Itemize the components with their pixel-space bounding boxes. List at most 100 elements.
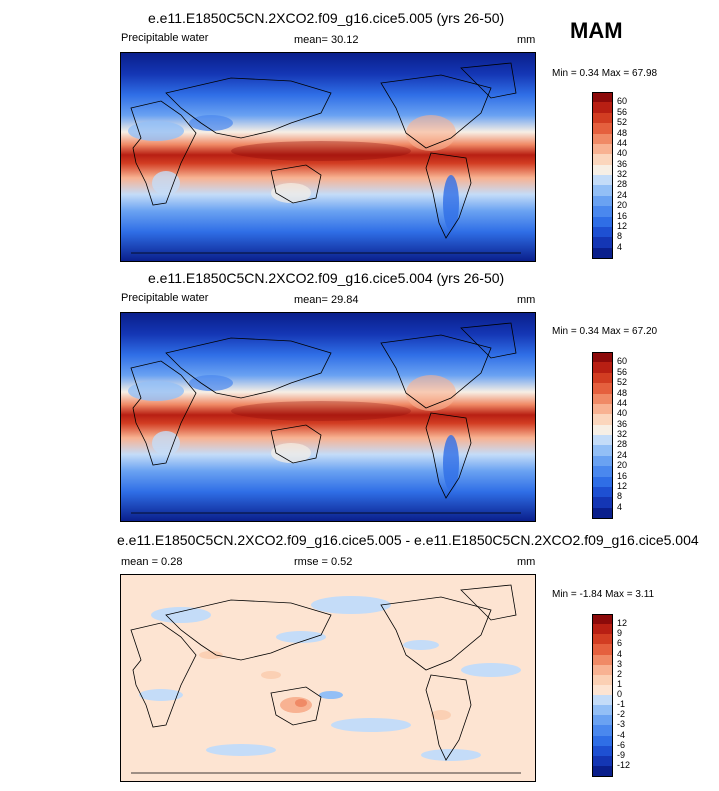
colorbar-tick-label: 12 [617, 220, 628, 231]
colorbar-cell [592, 216, 613, 227]
colorbar-cell [592, 455, 613, 467]
colorbar-cell [592, 393, 613, 404]
colorbar-cell [592, 226, 613, 238]
colorbar-tick-label: -2 [617, 709, 626, 720]
colorbar-cell [592, 102, 613, 113]
colorbar-cell [592, 185, 613, 196]
colorbar-tick-label: -6 [617, 739, 626, 750]
colorbar-cell [592, 195, 613, 207]
colorbar-tick-label: 52 [617, 117, 628, 128]
colorbar-cell [592, 237, 613, 248]
colorbar-cell [592, 735, 613, 746]
colorbar-cell [592, 164, 613, 175]
panel1-title: e.e11.E1850C5CN.2XCO2.f09_g16.cice5.005 … [148, 10, 505, 26]
colorbar-cell [592, 123, 613, 134]
panel1-minmax-label: Min = 0.34 Max = 67.98 [552, 68, 658, 79]
panel1-variable-label: Precipitable water [121, 32, 209, 44]
colorbar-cell [592, 486, 613, 498]
colorbar-cell [592, 424, 613, 435]
colorbar-tick-label: 60 [617, 96, 628, 107]
colorbar-cell [592, 435, 613, 446]
colorbar-cell [592, 403, 613, 415]
colorbar-tick-label: 56 [617, 366, 628, 377]
colorbar-tick-label: 52 [617, 377, 628, 388]
colorbar-tick-label: 0 [617, 689, 623, 699]
colorbar-cell [592, 705, 613, 716]
colorbar-cell [592, 414, 613, 425]
colorbar-tick-label: 1 [617, 678, 623, 689]
colorbar-cell [592, 476, 613, 487]
colorbar-cell [592, 664, 613, 675]
colorbar-tick-label: 24 [617, 189, 628, 200]
colorbar-tick-label: 16 [617, 470, 628, 481]
colorbar-tick-label: 40 [617, 148, 628, 159]
panel2-units-label: mm [517, 294, 536, 306]
colorbar-cell [592, 497, 613, 508]
colorbar-tick-label: 8 [617, 491, 623, 502]
colorbar-cell [592, 352, 613, 364]
panel3-title: e.e11.E1850C5CN.2XCO2.f09_g16.cice5.005 … [117, 532, 699, 548]
colorbar-tick-label: 3 [617, 658, 623, 669]
colorbar-tick-label: -4 [617, 729, 626, 740]
colorbar-cell [592, 684, 613, 695]
colorbar-cell [592, 154, 613, 165]
colorbar-cell [592, 674, 613, 685]
colorbar-cell [592, 372, 613, 384]
colorbar-cell [592, 362, 613, 373]
panel1-map [120, 52, 536, 262]
colorbar-cell [592, 765, 613, 777]
panel3-colorbar: 12 9 6 4 3 2 1 0 -1 -2 -3 -4 -6 -9 -12 [592, 614, 630, 777]
colorbar-cell [592, 725, 613, 736]
colorbar-tick-label: 32 [617, 429, 628, 439]
panel3-units-label: mm [517, 556, 536, 568]
colorbar-tick-label: 2 [617, 668, 623, 679]
colorbar-tick-label: 8 [617, 231, 623, 242]
colorbar-cell [592, 383, 613, 394]
colorbar-tick-label: 4 [617, 241, 623, 252]
colorbar-cell [592, 143, 613, 155]
colorbar-tick-label: 9 [617, 628, 623, 639]
colorbar-tick-label: 28 [617, 179, 628, 190]
colorbar-cell [592, 695, 613, 706]
colorbar-cell [592, 654, 613, 665]
panel1-mean-label: mean= 30.12 [294, 34, 359, 46]
colorbar-tick-label: 16 [617, 210, 628, 221]
colorbar-cell [592, 175, 613, 186]
colorbar-tick-label: 48 [617, 127, 628, 138]
colorbar-tick-label: -3 [617, 719, 626, 730]
colorbar-tick-label: 60 [617, 356, 628, 367]
colorbar-cell [592, 466, 613, 477]
panel3-map [120, 574, 536, 782]
colorbar-tick-label: -1 [617, 699, 626, 710]
colorbar-tick-label: 48 [617, 387, 628, 398]
colorbar-cell [592, 634, 613, 645]
colorbar-cell [592, 133, 613, 144]
colorbar-tick-label: 12 [617, 480, 628, 491]
colorbar-tick-label: -12 [617, 759, 631, 770]
colorbar-tick-label: 24 [617, 449, 628, 460]
colorbar-cell [592, 507, 613, 519]
colorbar-cell [592, 445, 613, 456]
panel2-title: e.e11.E1850C5CN.2XCO2.f09_g16.cice5.004 … [148, 270, 505, 286]
colorbar-tick-label: 32 [617, 169, 628, 179]
colorbar-cell [592, 755, 613, 766]
panel2-colorbar: 60 56 52 48 44 40 36 32 28 24 20 16 12 8 4 [592, 352, 627, 519]
colorbar-cell [592, 206, 613, 217]
colorbar-tick-label: 44 [617, 397, 628, 408]
colorbar-cell [592, 624, 613, 635]
colorbar-tick-label: 20 [617, 460, 628, 471]
colorbar-tick-label: 36 [617, 158, 628, 169]
colorbar-tick-label: 12 [617, 618, 628, 629]
colorbar-cell [592, 112, 613, 124]
colorbar-tick-label: 28 [617, 439, 628, 450]
panel2-map [120, 312, 536, 522]
panel1-units-label: mm [517, 34, 536, 46]
season-label: MAM [570, 18, 623, 43]
colorbar-cell [592, 614, 613, 626]
panel2-variable-label: Precipitable water [121, 292, 209, 304]
panel1-colorbar: 60 56 52 48 44 40 36 32 28 24 20 16 12 8 4 [592, 92, 627, 259]
panel3-rmse-label: rmse = 0.52 [294, 556, 353, 568]
colorbar-tick-label: 56 [617, 106, 628, 117]
colorbar-tick-label: -9 [617, 749, 626, 760]
colorbar-tick-label: 36 [617, 418, 628, 429]
